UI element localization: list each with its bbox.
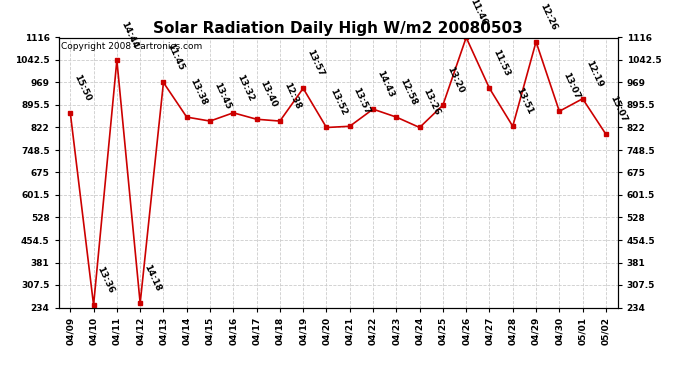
Text: 13:32: 13:32 <box>235 73 255 102</box>
Text: 14:18: 14:18 <box>142 263 162 293</box>
Text: 13:57: 13:57 <box>305 48 326 78</box>
Text: 15:07: 15:07 <box>608 94 628 124</box>
Text: 13:36: 13:36 <box>95 265 116 295</box>
Text: 13:20: 13:20 <box>445 65 465 95</box>
Text: 11:46: 11:46 <box>468 0 489 27</box>
Text: 13:45: 13:45 <box>212 81 233 111</box>
Text: 13:07: 13:07 <box>561 71 582 101</box>
Text: 12:19: 12:19 <box>584 58 605 88</box>
Text: 15:50: 15:50 <box>72 73 92 102</box>
Text: 12:38: 12:38 <box>282 81 302 111</box>
Text: 13:52: 13:52 <box>328 87 348 117</box>
Text: 11:53: 11:53 <box>491 48 511 78</box>
Text: 14:44: 14:44 <box>119 20 139 50</box>
Text: 13:51: 13:51 <box>515 86 535 116</box>
Text: Copyright 2008 Cartronics.com: Copyright 2008 Cartronics.com <box>61 42 203 51</box>
Text: 13:57: 13:57 <box>352 86 372 116</box>
Text: 12:58: 12:58 <box>398 77 418 107</box>
Title: Solar Radiation Daily High W/m2 20080503: Solar Radiation Daily High W/m2 20080503 <box>153 21 523 36</box>
Text: 13:38: 13:38 <box>188 77 209 107</box>
Text: 13:26: 13:26 <box>422 87 442 117</box>
Text: 12:26: 12:26 <box>538 2 558 32</box>
Text: 13:40: 13:40 <box>259 79 279 109</box>
Text: 11:45: 11:45 <box>166 42 186 72</box>
Text: 14:43: 14:43 <box>375 69 395 99</box>
